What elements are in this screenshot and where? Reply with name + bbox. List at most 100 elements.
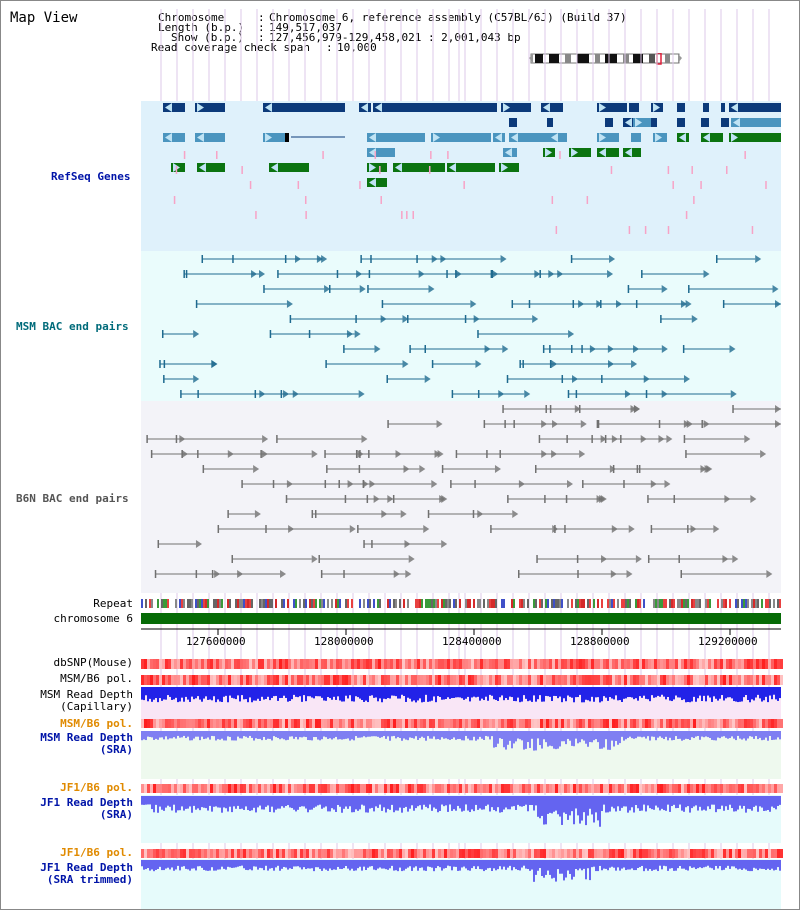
heat-cell bbox=[165, 659, 168, 669]
depth-bar bbox=[431, 796, 433, 811]
depth-bar bbox=[739, 860, 741, 869]
depth-bar bbox=[647, 731, 649, 737]
depth-bar bbox=[717, 796, 719, 810]
depth-bar bbox=[691, 731, 693, 738]
heat-cell bbox=[579, 784, 582, 793]
refseq-genes-track[interactable] bbox=[163, 103, 781, 234]
depth-bar bbox=[425, 796, 427, 807]
heat-cell bbox=[744, 849, 747, 858]
depth-bar bbox=[257, 860, 259, 870]
heat-cell bbox=[270, 849, 273, 858]
depth-bar bbox=[743, 731, 745, 739]
heat-cell bbox=[516, 675, 519, 685]
depth-bar bbox=[431, 687, 433, 701]
depth-bar bbox=[767, 731, 769, 741]
depth-bar bbox=[681, 860, 683, 869]
depth-bar bbox=[501, 687, 503, 696]
gene-block bbox=[431, 133, 491, 142]
depth-bar bbox=[161, 860, 163, 871]
heat-cell bbox=[636, 675, 639, 685]
repeat-mark bbox=[513, 599, 515, 608]
depth-bar bbox=[273, 796, 275, 813]
depth-bar bbox=[481, 731, 483, 739]
heat-cell bbox=[345, 849, 348, 858]
heat-cell bbox=[378, 719, 381, 728]
heat-cell bbox=[702, 719, 705, 728]
heat-cell bbox=[678, 675, 681, 685]
depth-bar bbox=[705, 860, 707, 867]
heat-cell bbox=[699, 849, 702, 858]
gene-block bbox=[701, 133, 723, 142]
depth-bar bbox=[389, 860, 391, 869]
depth-bar bbox=[725, 687, 727, 699]
depth-bar bbox=[605, 796, 607, 813]
b6n-bac-arrow bbox=[349, 525, 356, 533]
depth-bar bbox=[209, 860, 211, 871]
heat-cell bbox=[555, 849, 558, 858]
heat-cell bbox=[750, 849, 753, 858]
heat-cell bbox=[303, 675, 306, 685]
depth-bar bbox=[553, 860, 555, 878]
depth-bar bbox=[299, 796, 301, 807]
depth-bar bbox=[713, 687, 715, 697]
heat-cell bbox=[633, 659, 636, 669]
depth-bar bbox=[765, 796, 767, 811]
heat-cell bbox=[540, 784, 543, 793]
depth-bar bbox=[231, 687, 233, 698]
heat-cell bbox=[513, 784, 516, 793]
heat-cell bbox=[582, 849, 585, 858]
depth-bar bbox=[451, 796, 453, 811]
depth-bar bbox=[151, 796, 153, 810]
depth-bar bbox=[229, 860, 231, 868]
depth-bar bbox=[719, 796, 721, 810]
heat-cell bbox=[663, 659, 666, 669]
repeat-track bbox=[141, 599, 781, 608]
heat-cell bbox=[717, 675, 720, 685]
depth-bar bbox=[321, 860, 323, 871]
heat-cell bbox=[537, 784, 540, 793]
depth-bar bbox=[393, 687, 395, 696]
repeat-mark bbox=[723, 599, 725, 608]
depth-bar bbox=[617, 687, 619, 701]
heat-cell bbox=[426, 719, 429, 728]
heat-cell bbox=[405, 659, 408, 669]
heat-cell bbox=[543, 719, 546, 728]
depth-bar bbox=[325, 731, 327, 738]
heat-cell bbox=[507, 659, 510, 669]
heat-cell bbox=[252, 784, 255, 793]
heat-cell bbox=[315, 659, 318, 669]
heat-cell bbox=[420, 659, 423, 669]
msm-bac-arrow bbox=[729, 345, 736, 353]
heat-cell bbox=[324, 659, 327, 669]
depth-bar bbox=[749, 687, 751, 703]
heat-cell bbox=[666, 849, 669, 858]
repeat-mark bbox=[547, 599, 549, 608]
depth-bar bbox=[221, 860, 223, 867]
depth-bar bbox=[153, 687, 155, 700]
msm-bac-track[interactable] bbox=[159, 255, 781, 398]
repeat-mark bbox=[359, 599, 361, 608]
depth-bar bbox=[509, 687, 511, 697]
depth-bar bbox=[615, 731, 617, 741]
heat-cell bbox=[270, 659, 273, 669]
repeat-mark bbox=[165, 599, 167, 608]
depth-bar bbox=[565, 687, 567, 702]
heat-cell bbox=[423, 849, 426, 858]
heat-cell bbox=[498, 719, 501, 728]
heat-cell bbox=[675, 784, 678, 793]
heat-cell bbox=[726, 675, 729, 685]
heat-cell bbox=[684, 784, 687, 793]
depth-bar bbox=[655, 687, 657, 698]
repeat-mark bbox=[305, 599, 307, 608]
heat-cell bbox=[654, 659, 657, 669]
depth-bar bbox=[269, 796, 271, 812]
heat-cell bbox=[450, 784, 453, 793]
depth-bar bbox=[385, 796, 387, 813]
depth-bar bbox=[381, 796, 383, 811]
heat-cell bbox=[672, 784, 675, 793]
depth-bar bbox=[157, 731, 159, 740]
b6n-bac-track[interactable] bbox=[146, 405, 781, 578]
msm-read-depth-sra-label: MSM Read Depth (SRA) bbox=[40, 731, 133, 756]
depth-bar bbox=[367, 731, 369, 737]
